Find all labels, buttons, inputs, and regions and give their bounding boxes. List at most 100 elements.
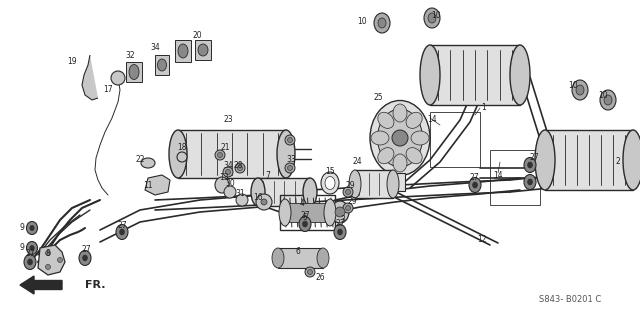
Bar xyxy=(395,173,405,191)
Ellipse shape xyxy=(28,259,33,265)
Bar xyxy=(258,178,310,206)
Ellipse shape xyxy=(334,224,346,240)
Ellipse shape xyxy=(378,148,394,164)
Text: 4: 4 xyxy=(300,198,305,208)
Circle shape xyxy=(343,187,353,197)
Text: 10: 10 xyxy=(598,90,608,100)
Ellipse shape xyxy=(370,100,430,176)
Text: 17: 17 xyxy=(103,85,113,94)
Text: 19: 19 xyxy=(67,57,77,67)
Ellipse shape xyxy=(116,224,128,240)
Text: 11: 11 xyxy=(143,180,153,190)
Text: 16: 16 xyxy=(253,193,263,203)
Text: 26: 26 xyxy=(315,274,325,282)
Text: 8: 8 xyxy=(45,249,51,257)
Text: 27: 27 xyxy=(117,221,127,230)
Ellipse shape xyxy=(406,112,422,128)
Text: 34: 34 xyxy=(150,43,160,53)
Ellipse shape xyxy=(387,170,399,198)
Ellipse shape xyxy=(215,177,229,193)
Ellipse shape xyxy=(331,201,349,223)
Bar xyxy=(195,40,211,60)
Ellipse shape xyxy=(428,13,436,23)
Ellipse shape xyxy=(411,131,429,145)
Text: 14: 14 xyxy=(493,171,503,179)
Ellipse shape xyxy=(600,90,616,110)
Ellipse shape xyxy=(120,229,124,235)
Text: •: • xyxy=(303,268,307,273)
Ellipse shape xyxy=(79,250,91,266)
Text: 28: 28 xyxy=(233,160,243,170)
Circle shape xyxy=(225,170,230,174)
Ellipse shape xyxy=(472,182,477,188)
Ellipse shape xyxy=(338,229,342,235)
Text: 7: 7 xyxy=(266,171,271,179)
Ellipse shape xyxy=(303,221,307,227)
Circle shape xyxy=(223,167,233,177)
Text: 3: 3 xyxy=(340,216,346,224)
Bar xyxy=(490,150,540,205)
Circle shape xyxy=(261,199,267,205)
Text: 27: 27 xyxy=(335,219,345,229)
Text: S843- B0201 C: S843- B0201 C xyxy=(539,295,601,305)
Ellipse shape xyxy=(178,44,188,58)
Ellipse shape xyxy=(374,13,390,33)
Circle shape xyxy=(45,250,51,256)
Bar xyxy=(280,195,335,230)
Text: 32: 32 xyxy=(125,51,135,61)
Ellipse shape xyxy=(30,245,34,251)
Bar xyxy=(285,203,330,222)
Ellipse shape xyxy=(378,112,394,128)
Ellipse shape xyxy=(349,170,361,198)
Text: 1: 1 xyxy=(482,103,486,113)
Ellipse shape xyxy=(623,130,640,190)
Bar xyxy=(126,62,142,82)
Text: 21: 21 xyxy=(220,144,230,152)
Text: 13: 13 xyxy=(219,173,229,183)
Ellipse shape xyxy=(469,178,481,192)
Text: FR.: FR. xyxy=(85,280,106,290)
Text: 30: 30 xyxy=(225,179,235,189)
Ellipse shape xyxy=(272,248,284,268)
Ellipse shape xyxy=(169,130,187,178)
Circle shape xyxy=(58,257,63,262)
Text: 14: 14 xyxy=(427,115,437,125)
Polygon shape xyxy=(38,245,65,275)
Ellipse shape xyxy=(279,199,291,226)
Ellipse shape xyxy=(321,172,339,194)
Ellipse shape xyxy=(393,154,407,172)
Ellipse shape xyxy=(129,64,139,80)
Circle shape xyxy=(285,135,295,145)
Text: 31: 31 xyxy=(235,190,245,198)
Ellipse shape xyxy=(26,222,38,235)
Ellipse shape xyxy=(371,131,389,145)
Text: 27: 27 xyxy=(300,211,310,221)
Text: 27: 27 xyxy=(469,172,479,182)
Circle shape xyxy=(343,203,353,213)
Text: 22: 22 xyxy=(135,156,145,165)
Text: 20: 20 xyxy=(192,31,202,41)
Bar xyxy=(155,55,169,75)
Ellipse shape xyxy=(527,179,532,185)
Text: 6: 6 xyxy=(296,247,300,256)
Bar xyxy=(430,45,520,105)
Text: 34: 34 xyxy=(223,160,233,170)
Text: 24: 24 xyxy=(352,158,362,166)
Bar xyxy=(178,130,286,178)
Circle shape xyxy=(285,163,295,173)
Circle shape xyxy=(346,205,351,210)
Text: 18: 18 xyxy=(177,144,187,152)
Text: 23: 23 xyxy=(223,115,233,125)
Ellipse shape xyxy=(24,255,36,269)
Circle shape xyxy=(236,194,248,206)
Ellipse shape xyxy=(30,225,34,230)
Polygon shape xyxy=(82,55,98,100)
Ellipse shape xyxy=(420,45,440,105)
Text: 27: 27 xyxy=(81,245,91,255)
FancyArrow shape xyxy=(20,276,62,294)
Ellipse shape xyxy=(277,130,295,178)
Circle shape xyxy=(235,163,245,173)
Text: 25: 25 xyxy=(373,94,383,102)
Text: 10: 10 xyxy=(568,81,578,89)
Text: 15: 15 xyxy=(325,167,335,177)
